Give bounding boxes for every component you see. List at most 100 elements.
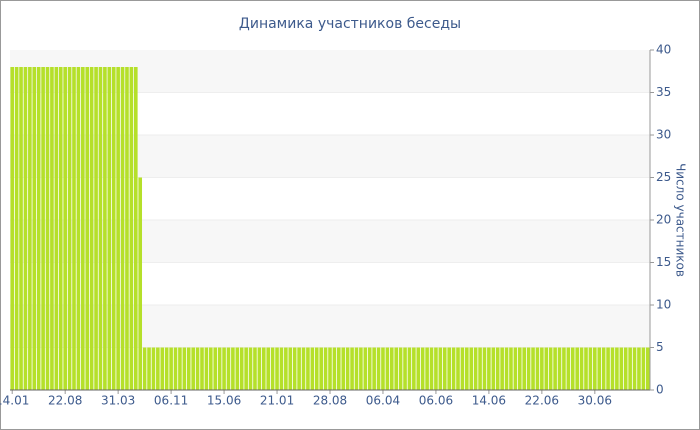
bar [160, 347, 165, 390]
bar [544, 347, 549, 390]
bar [239, 347, 244, 390]
bar [41, 67, 45, 390]
bar [394, 347, 399, 390]
y-tick-label: 40 [656, 43, 671, 57]
bar [354, 347, 359, 390]
bar [217, 347, 222, 390]
bar [491, 347, 496, 390]
bar [63, 67, 67, 390]
bar [248, 347, 253, 390]
bar [337, 347, 341, 390]
bar [319, 347, 323, 390]
bar [482, 347, 487, 390]
bar [641, 347, 646, 390]
x-tick-label: 30.06 [578, 394, 612, 408]
bar [588, 347, 593, 390]
bar [89, 67, 94, 390]
bar [204, 347, 209, 390]
x-tick-label: 31.03 [101, 394, 135, 408]
bar [275, 347, 279, 390]
bar [500, 347, 504, 390]
bar [288, 347, 293, 390]
bar [310, 347, 315, 390]
bar [279, 347, 284, 390]
bar [363, 347, 368, 390]
chart-title: Динамика участников беседы [239, 16, 461, 32]
bar [359, 347, 363, 390]
bar [54, 67, 59, 390]
bar [593, 347, 597, 390]
bar [103, 67, 107, 390]
bar [557, 347, 562, 390]
bar [111, 67, 116, 390]
bar [522, 347, 527, 390]
bar [178, 347, 182, 390]
bar [314, 347, 319, 390]
bar [350, 347, 354, 390]
bar [32, 67, 37, 390]
bar [328, 347, 332, 390]
bar [341, 347, 346, 390]
bar [164, 347, 169, 390]
bar [28, 67, 32, 390]
bar [531, 347, 535, 390]
bar [133, 67, 138, 390]
bar [191, 347, 195, 390]
bar [451, 347, 456, 390]
bar [266, 347, 271, 390]
bar [425, 347, 429, 390]
bar [94, 67, 98, 390]
x-tick-label: 06.11 [154, 394, 188, 408]
bar [257, 347, 262, 390]
bar [385, 347, 390, 390]
bar [58, 67, 63, 390]
bar [270, 347, 275, 390]
bar [147, 347, 151, 390]
bar [222, 347, 226, 390]
bar [517, 347, 522, 390]
bar [645, 347, 650, 390]
bar [442, 347, 447, 390]
x-tick-label: 22.06 [525, 394, 559, 408]
bar [76, 67, 81, 390]
y-tick-label: 35 [656, 85, 671, 99]
bar [306, 347, 310, 390]
bar [125, 67, 129, 390]
bar [129, 67, 134, 390]
y-tick-label: 5 [656, 340, 664, 354]
bar [213, 347, 218, 390]
bar [186, 347, 191, 390]
bar [526, 347, 531, 390]
bar [619, 347, 624, 390]
y-tick-label: 20 [656, 213, 671, 227]
y-tick-label: 15 [656, 255, 671, 269]
bar [107, 67, 112, 390]
bar [367, 347, 372, 390]
bar [50, 67, 54, 390]
bar [548, 347, 553, 390]
bar [297, 347, 301, 390]
bar [14, 67, 19, 390]
bar [403, 347, 407, 390]
bar [98, 67, 103, 390]
x-tick-label: 28.08 [313, 394, 347, 408]
bar [456, 347, 460, 390]
bar [597, 347, 602, 390]
bar [85, 67, 90, 390]
bar [169, 347, 173, 390]
bar [504, 347, 509, 390]
bar [151, 347, 156, 390]
bar [429, 347, 434, 390]
bar [332, 347, 337, 390]
bar [623, 347, 628, 390]
bar [72, 67, 76, 390]
bar [553, 347, 557, 390]
bar [19, 67, 23, 390]
bar [301, 347, 306, 390]
bar [381, 347, 385, 390]
bar [420, 347, 425, 390]
bar [628, 347, 632, 390]
bar [513, 347, 518, 390]
bar [182, 347, 187, 390]
bar [323, 347, 328, 390]
